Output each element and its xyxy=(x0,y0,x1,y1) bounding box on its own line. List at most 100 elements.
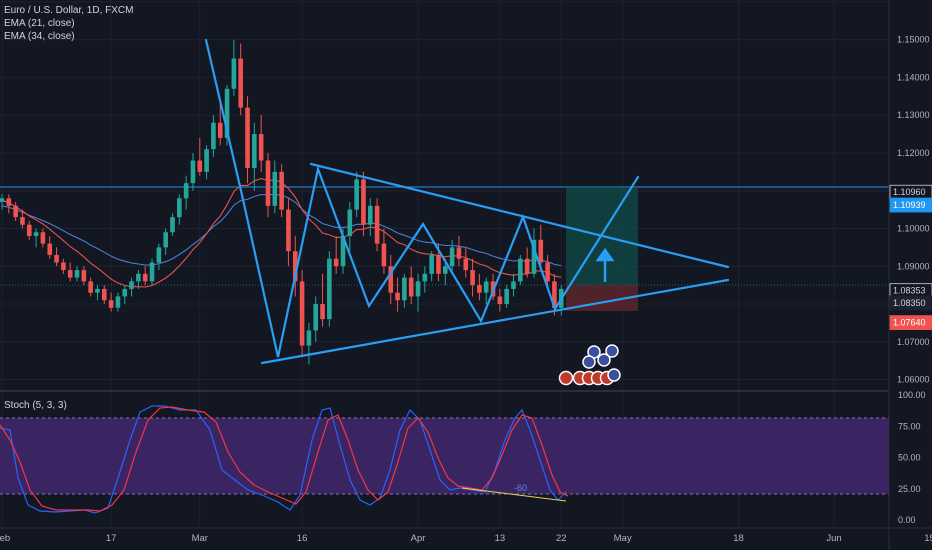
candle-body xyxy=(477,285,482,293)
stoch-tick-label: 75.00 xyxy=(898,421,921,431)
time-tick-label: 16 xyxy=(297,533,308,544)
economic-events-icons[interactable] xyxy=(558,344,621,386)
candle-body xyxy=(463,258,469,271)
candle-body xyxy=(354,179,359,210)
candle-body xyxy=(102,288,107,301)
candle-body xyxy=(265,160,271,206)
candle-body xyxy=(347,209,353,237)
candle-body xyxy=(456,247,462,259)
candle-body xyxy=(231,58,237,89)
time-tick-label: 18 xyxy=(733,533,744,544)
candle-body xyxy=(340,236,346,267)
stoch-divergence-line xyxy=(461,487,567,502)
candle-body xyxy=(531,239,537,274)
time-tick-label: 13 xyxy=(495,533,506,544)
candle-body xyxy=(238,58,243,108)
candle-body xyxy=(54,254,59,263)
candle-body xyxy=(67,270,73,278)
price-tick-label: 1.12000 xyxy=(897,148,930,158)
zigzag-wave xyxy=(204,38,640,358)
price-tick-label: 1.06000 xyxy=(897,375,930,385)
candle-body xyxy=(292,251,298,282)
candle-body xyxy=(224,88,230,138)
candle-body xyxy=(149,262,155,282)
ema-34-legend[interactable]: EMA (34, close) xyxy=(4,31,75,42)
price-label-box xyxy=(889,315,932,331)
price-label-text: 1.07640 xyxy=(893,318,926,328)
candle-body xyxy=(217,122,223,138)
candle-body xyxy=(74,270,80,278)
candle-body xyxy=(156,247,162,263)
candle-body xyxy=(163,232,168,248)
time-axis[interactable]: Feb17Mar16Apr1322May18Jun15Jul xyxy=(0,533,932,544)
candle-body xyxy=(483,281,489,293)
candle-body xyxy=(204,149,209,172)
candle-body xyxy=(258,134,264,161)
candle-body xyxy=(518,258,523,282)
stoch-tick-label: 25.00 xyxy=(898,484,921,494)
candle-body xyxy=(395,292,400,301)
lower-trendline xyxy=(260,278,730,365)
candle-body xyxy=(449,247,455,267)
candle-body xyxy=(6,198,12,206)
price-label-box xyxy=(889,295,932,311)
price-tick-label: 1.15000 xyxy=(897,35,930,45)
candle-body xyxy=(20,217,25,225)
candle-body xyxy=(313,304,319,331)
price-axis-labels: 1.10960 1.10939 1.08353 1.08350 1.07640 xyxy=(889,184,932,331)
time-tick-label: May xyxy=(614,533,632,544)
candle-body xyxy=(211,122,216,150)
candle-body xyxy=(26,224,32,237)
upper-trendline xyxy=(309,162,730,269)
candle-body xyxy=(183,183,189,199)
candle-body xyxy=(190,160,196,184)
candle-body xyxy=(320,304,325,320)
candle-body xyxy=(333,258,339,267)
price-label-text: 1.10939 xyxy=(893,200,926,210)
candle-body xyxy=(88,281,93,293)
candle-body xyxy=(122,288,128,297)
candle-body xyxy=(436,254,441,274)
stoch-tick-label: 0.00 xyxy=(898,515,916,525)
candle-body xyxy=(545,262,550,282)
price-tick-label: 1.14000 xyxy=(897,72,930,82)
symbol-title[interactable]: Euro / U.S. Dollar, 1D, FXCM xyxy=(4,5,134,16)
candle-body xyxy=(361,179,366,225)
candle-body xyxy=(381,243,387,267)
candle-body xyxy=(552,281,557,308)
price-label-box xyxy=(889,197,932,213)
time-tick-label: Feb xyxy=(0,533,10,544)
candle-body xyxy=(129,281,134,289)
candle-body xyxy=(136,273,141,282)
stoch-d-line xyxy=(0,406,569,512)
candle-body xyxy=(415,281,421,297)
candle-body xyxy=(197,160,203,172)
candle-body xyxy=(497,296,503,305)
stoch-axis[interactable]: 100.00 75.00 50.00 25.00 0.00 xyxy=(898,390,926,525)
ema-21-legend[interactable]: EMA (21, close) xyxy=(4,18,75,29)
triangle-pattern-drawing[interactable] xyxy=(204,38,730,365)
candle-body xyxy=(422,273,428,282)
candle-body xyxy=(252,134,257,169)
price-label-text: 1.08353 xyxy=(893,286,926,296)
candle-body xyxy=(40,232,46,244)
candle-body xyxy=(443,266,448,274)
candle-body xyxy=(286,209,291,252)
candle-body xyxy=(504,288,509,305)
candle-body xyxy=(13,205,18,218)
candle-body xyxy=(279,171,284,210)
candle-body xyxy=(367,205,373,225)
candle-body xyxy=(538,239,544,263)
candle-body xyxy=(429,254,434,274)
stoch-tick-label: 50.00 xyxy=(898,453,921,463)
candle-body xyxy=(33,232,39,237)
candle-body xyxy=(306,330,312,346)
stoch-tick-label: 100.00 xyxy=(898,390,926,400)
stoch-legend: Stoch (5, 3, 3) xyxy=(4,399,67,412)
candle-body xyxy=(524,258,530,274)
candle-body xyxy=(470,270,475,286)
candle-body xyxy=(327,258,332,320)
stoch-title[interactable]: Stoch (5, 3, 3) xyxy=(4,400,67,411)
candle-body xyxy=(245,107,250,169)
